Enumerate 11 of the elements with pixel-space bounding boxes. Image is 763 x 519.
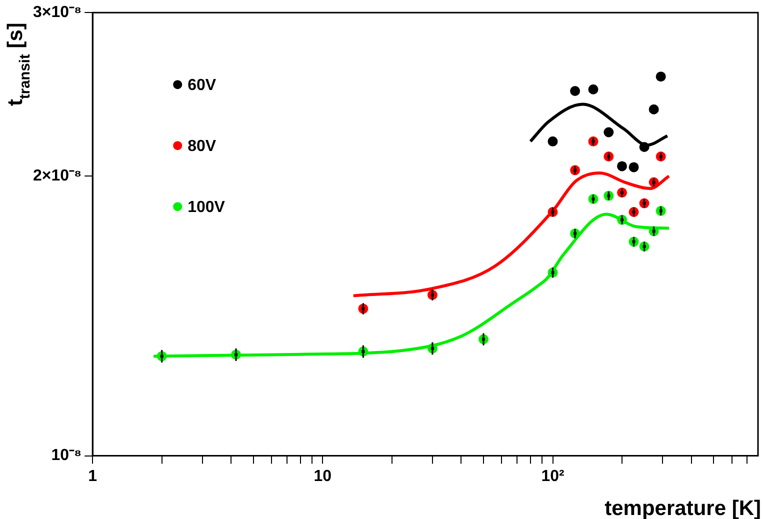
legend-label: 60V bbox=[188, 77, 216, 94]
legend-label: 100V bbox=[188, 199, 226, 216]
x-axis-title: temperature [K] bbox=[604, 497, 762, 519]
x-tick-label: 10 bbox=[314, 468, 332, 485]
y-tick-label: 10⁻⁸ bbox=[51, 447, 82, 464]
y-tick-label: 3×10⁻⁸ bbox=[32, 4, 82, 22]
x-tick-label: 10² bbox=[541, 468, 564, 485]
y-axis-title: ttransit [s] bbox=[4, 22, 34, 106]
legend-label: 80V bbox=[188, 138, 216, 156]
x-tick-label: 1 bbox=[88, 468, 98, 485]
y-tick-label: 2×10⁻⁸ bbox=[32, 168, 82, 185]
